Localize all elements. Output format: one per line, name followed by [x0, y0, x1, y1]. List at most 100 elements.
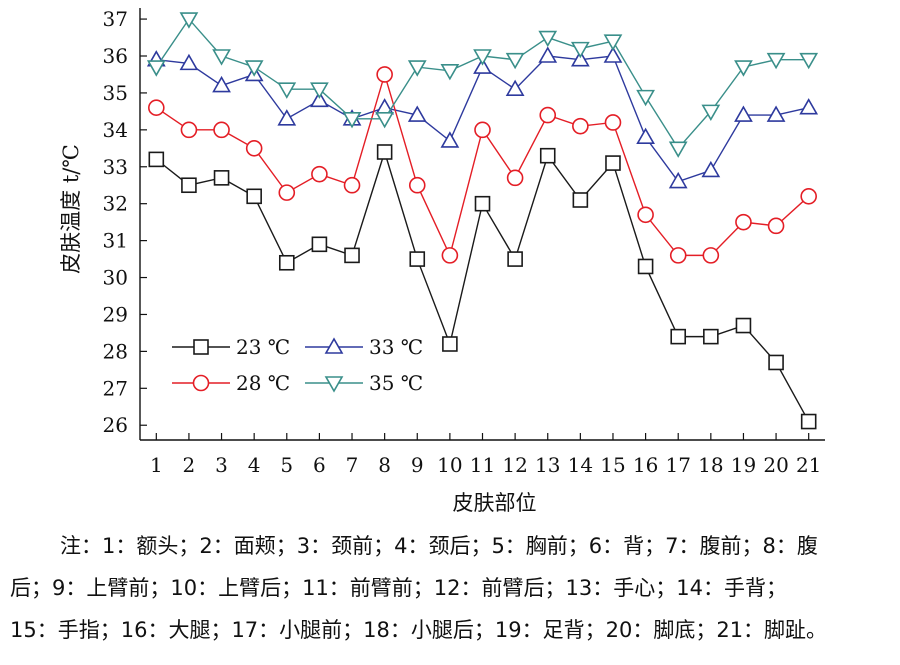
y-tick-label: 37 [103, 7, 128, 31]
y-axis-label: 皮肤温度 t/℃ [59, 144, 83, 274]
data-point-s3-8 [375, 111, 395, 129]
figure-note: 注：1：额头；2：面颊；3：颈前；4：颈后；5：胸前；6：背；7：腹前；8：腹 … [0, 526, 900, 665]
data-point-s1-14 [570, 50, 590, 67]
x-tick-label: 14 [568, 453, 593, 477]
data-point-s0-16 [637, 258, 654, 275]
x-tick-label: 21 [796, 453, 821, 477]
data-point-s0-6 [311, 236, 328, 253]
data-point-s1-5 [277, 109, 297, 126]
data-point-s3-11 [473, 49, 492, 66]
data-point-s3-21 [799, 52, 819, 70]
note-line-3: 15：手指；16：大腿；17：小腿前；18：小腿后；19：足背；20：脚底；21… [10, 618, 828, 642]
chart: 26 27 28 29 30 31 32 33 34 35 36 37 1 2 3 4 5 6 7 8 9 10 11 12 1… [59, 7, 825, 515]
x-tick-label: 1 [150, 453, 163, 477]
data-point-s0-20 [768, 354, 784, 371]
legend-marker-3 [324, 376, 344, 393]
data-point-s2-4 [245, 140, 263, 157]
data-point-s3-5 [277, 82, 297, 99]
data-point-s3-2 [179, 12, 199, 29]
legend-label-3: 35 ℃ [369, 371, 423, 395]
data-point-s2-16 [637, 206, 654, 224]
x-tick-label: 19 [731, 453, 756, 477]
data-point-s3-18 [701, 104, 721, 121]
y-tick-label: 30 [103, 266, 128, 290]
data-point-s0-7 [344, 247, 360, 264]
data-point-s2-8 [376, 66, 393, 83]
data-point-s3-19 [734, 60, 753, 77]
data-point-s2-19 [735, 213, 752, 231]
data-point-s2-6 [311, 165, 328, 183]
data-point-s2-10 [441, 247, 459, 264]
data-point-s1-15 [603, 46, 623, 63]
data-point-s0-18 [703, 328, 719, 345]
data-point-s1-21 [799, 98, 819, 115]
x-tick-label: 2 [183, 453, 196, 477]
data-point-s3-1 [146, 60, 166, 77]
y-tick-label: 34 [103, 118, 128, 142]
y-tick-label: 32 [103, 192, 128, 216]
data-point-s1-8 [375, 98, 395, 115]
y-tick-label: 27 [103, 376, 128, 400]
data-point-s1-10 [440, 131, 460, 148]
data-point-s2-20 [767, 217, 785, 235]
data-point-s0-13 [539, 147, 556, 164]
x-tick-label: 20 [763, 453, 788, 477]
data-point-s0-15 [605, 155, 621, 171]
y-tick-label: 31 [103, 229, 128, 253]
data-point-s1-16 [636, 127, 655, 145]
data-point-s1-18 [701, 160, 721, 178]
note-line-1: 注：1：额头；2：面颊；3：颈前；4：颈后；5：胸前；6：背；7：腹前；8：腹 [60, 534, 818, 558]
data-point-s0-11 [474, 195, 491, 212]
data-point-s0-17 [670, 328, 687, 345]
data-point-s2-11 [474, 121, 491, 139]
x-tick-label: 16 [633, 453, 658, 477]
legend-marker-2 [192, 374, 210, 392]
data-point-s1-9 [407, 105, 427, 122]
legend-label-1: 33 ℃ [369, 335, 423, 359]
legend-marker-0 [193, 339, 209, 355]
y-tick-label: 29 [103, 302, 128, 326]
note-line-2: 后；9：上臂前；10：上臂后；11：前臂前；12：前臂后；13：手心；14：手背… [10, 576, 787, 600]
data-point-s0-8 [376, 144, 393, 160]
data-point-s3-7 [342, 111, 362, 129]
y-tick-label: 33 [103, 155, 128, 179]
x-tick-label: 7 [346, 453, 359, 477]
x-tick-label: 11 [470, 453, 495, 477]
data-point-s3-10 [440, 63, 460, 81]
x-axis-label: 皮肤部位 [453, 491, 537, 515]
data-point-s1-12 [505, 79, 525, 97]
x-tick-label: 8 [378, 453, 391, 477]
x-tick-label: 13 [535, 453, 560, 477]
data-point-s2-7 [343, 176, 361, 194]
data-point-s0-14 [572, 192, 589, 208]
data-point-s2-3 [213, 121, 230, 139]
data-point-s3-17 [668, 141, 688, 158]
data-point-s1-19 [734, 105, 753, 122]
legend-label-0: 23 ℃ [236, 335, 290, 359]
x-tick-label: 6 [313, 453, 326, 477]
data-point-s0-9 [409, 251, 426, 267]
data-point-s2-15 [604, 114, 622, 131]
data-point-s3-9 [407, 60, 427, 77]
data-point-s3-16 [636, 89, 655, 107]
data-point-s0-4 [246, 188, 262, 205]
legend-marker-1 [324, 337, 344, 354]
data-point-s0-21 [800, 413, 817, 430]
data-point-s2-5 [278, 184, 296, 201]
y-tick-label: 35 [103, 81, 128, 105]
data-point-s3-13 [538, 30, 558, 48]
data-point-s2-2 [180, 121, 198, 139]
data-point-s3-20 [766, 52, 786, 70]
data-point-s2-13 [539, 106, 557, 124]
data-point-s3-4 [244, 60, 264, 77]
data-point-s3-15 [603, 34, 623, 51]
x-tick-label: 10 [437, 453, 462, 477]
x-tick-label: 15 [600, 453, 625, 477]
data-point-s1-13 [538, 46, 558, 63]
data-point-s0-12 [507, 251, 523, 267]
data-point-s1-6 [310, 90, 329, 108]
data-point-s3-12 [505, 52, 525, 70]
y-tick-label: 36 [103, 44, 128, 68]
data-point-s0-2 [181, 177, 197, 194]
